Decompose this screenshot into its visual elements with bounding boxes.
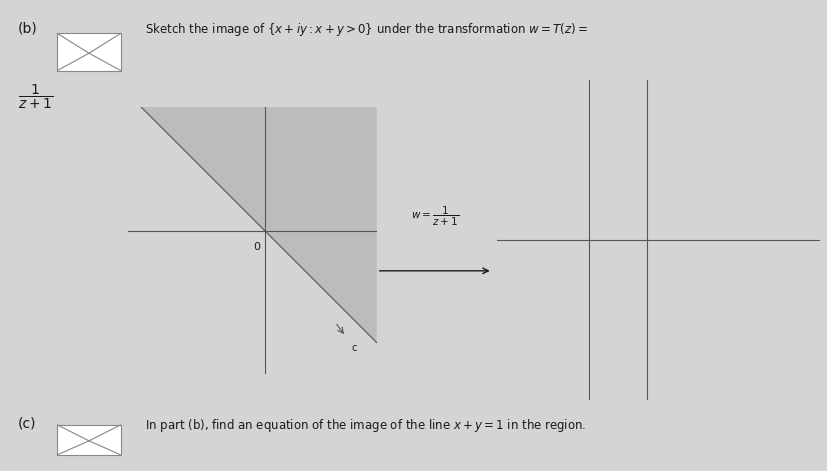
Text: $w = \dfrac{1}{z+1}$: $w = \dfrac{1}{z+1}$ <box>410 205 458 228</box>
FancyBboxPatch shape <box>57 33 121 71</box>
Text: $\dfrac{1}{z+1}$: $\dfrac{1}{z+1}$ <box>18 82 53 111</box>
Polygon shape <box>141 107 376 343</box>
Text: In part (b), find an equation of the image of the line $x + y = 1$ in the region: In part (b), find an equation of the ima… <box>145 417 586 434</box>
FancyBboxPatch shape <box>57 425 121 455</box>
Text: (b): (b) <box>18 21 38 35</box>
Text: (c): (c) <box>18 417 36 431</box>
Text: 0: 0 <box>253 242 260 252</box>
Text: Sketch the image of $\{x + iy : x + y > 0\}$ under the transformation $w = T(z) : Sketch the image of $\{x + iy : x + y > … <box>145 21 587 38</box>
Text: c: c <box>351 343 356 353</box>
